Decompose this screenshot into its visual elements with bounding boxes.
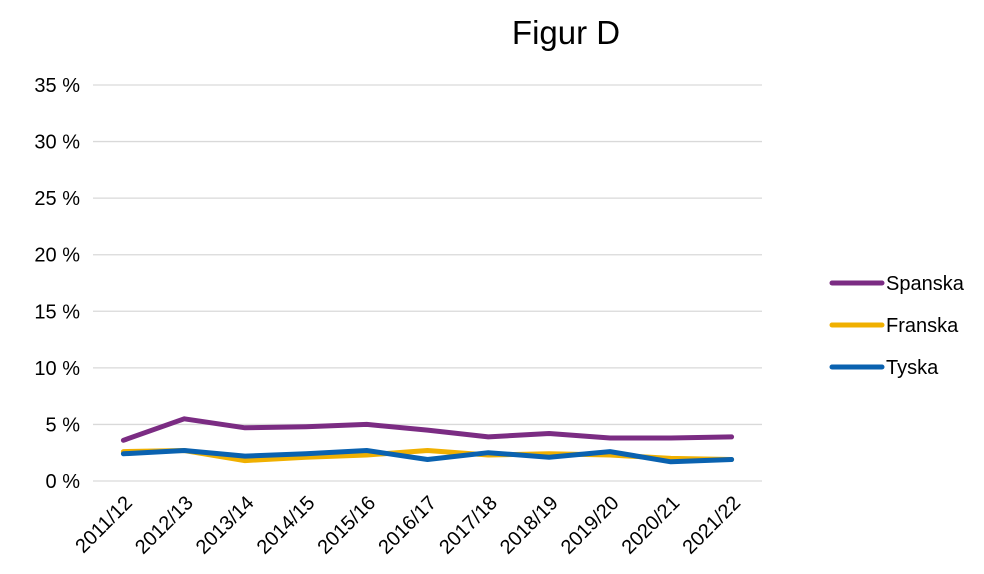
legend: Spanska Franska Tyska xyxy=(829,273,965,379)
x-tick-label: 2012/13 xyxy=(131,492,198,559)
legend-label-tyska: Tyska xyxy=(886,357,939,379)
x-tick-label: 2016/17 xyxy=(374,492,441,559)
y-axis: 0 % 5 % 10 % 15 % 20 % 25 % 30 % 35 % xyxy=(34,75,80,493)
chart-title: Figur D xyxy=(512,14,620,51)
x-tick-label: 2011/12 xyxy=(71,492,137,558)
y-tick-label: 0 % xyxy=(46,471,81,493)
series-line-spanska xyxy=(120,416,735,443)
y-tick-label: 30 % xyxy=(34,132,80,154)
x-tick-label: 2015/16 xyxy=(314,492,381,559)
x-tick-label: 2021/22 xyxy=(678,492,745,559)
gridlines xyxy=(93,84,762,482)
legend-label-spanska: Spanska xyxy=(886,273,965,295)
y-tick-label: 10 % xyxy=(34,358,80,380)
y-tick-label: 15 % xyxy=(34,301,80,323)
y-tick-label: 35 % xyxy=(34,75,80,97)
x-axis: 2011/122012/132013/142014/152015/162016/… xyxy=(71,492,745,559)
y-tick-label: 25 % xyxy=(34,188,80,210)
x-tick-label: 2013/14 xyxy=(192,492,259,559)
y-tick-label: 20 % xyxy=(34,245,80,267)
x-tick-label: 2018/19 xyxy=(496,492,563,559)
x-tick-label: 2019/20 xyxy=(557,492,624,559)
legend-label-franska: Franska xyxy=(886,315,959,337)
y-tick-label: 5 % xyxy=(46,414,81,436)
series-lines xyxy=(120,416,735,465)
x-tick-label: 2014/15 xyxy=(253,492,320,559)
x-tick-label: 2017/18 xyxy=(435,492,502,559)
series-line-tyska xyxy=(120,448,735,465)
x-tick-label: 2020/21 xyxy=(618,492,685,559)
